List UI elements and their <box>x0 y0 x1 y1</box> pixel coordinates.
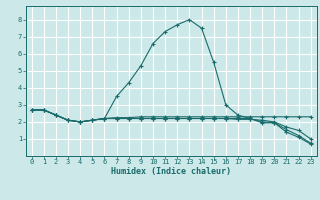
X-axis label: Humidex (Indice chaleur): Humidex (Indice chaleur) <box>111 167 231 176</box>
